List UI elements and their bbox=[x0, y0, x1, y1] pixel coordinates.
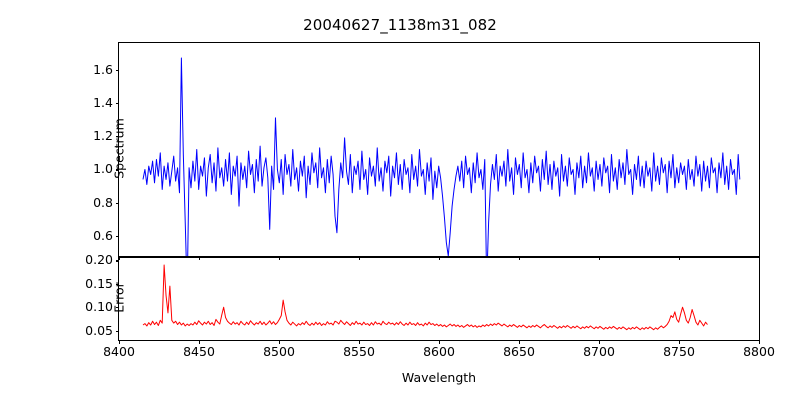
error-axes: Error 0.05 0.10 0.15 0.20 8400 8450 8500 8550 86… bbox=[85, 254, 775, 358]
y-tick-mark bbox=[115, 283, 119, 285]
y-tick-label: 1.6 bbox=[93, 61, 113, 77]
y-tick-mark bbox=[115, 169, 119, 171]
x-tick-label: 8650 bbox=[503, 344, 535, 359]
spectrum-axes: Spectrum 0.6 0.8 1.0 1.2 1.4 1.6 bbox=[93, 42, 761, 260]
page-title: 20040627_1138m31_082 bbox=[303, 16, 497, 34]
error-line-plot bbox=[119, 258, 759, 340]
x-tick-mark bbox=[359, 340, 361, 344]
x-axis-label: Wavelength bbox=[401, 370, 477, 385]
series-line-spectrum bbox=[143, 58, 740, 256]
x-tick-label: 8750 bbox=[663, 344, 695, 359]
x-tick-label: 8400 bbox=[103, 344, 135, 359]
x-tick-mark bbox=[279, 340, 281, 344]
y-tick-label: 0.05 bbox=[85, 322, 113, 338]
y-tick-label: 0.6 bbox=[93, 227, 113, 243]
y-tick-label: 1.0 bbox=[93, 161, 113, 177]
y-tick-mark bbox=[115, 307, 119, 309]
spectrum-axis-label: Spectrum bbox=[111, 117, 127, 179]
x-tick-label: 8550 bbox=[343, 344, 375, 359]
y-tick-label: 0.15 bbox=[85, 275, 113, 291]
y-tick-label: 1.2 bbox=[93, 127, 113, 143]
x-tick-mark bbox=[199, 340, 201, 344]
x-tick-mark bbox=[759, 340, 761, 344]
x-tick-mark bbox=[679, 340, 681, 344]
y-tick-mark bbox=[115, 202, 119, 204]
y-tick-label: 1.4 bbox=[93, 94, 113, 110]
y-tick-mark bbox=[115, 136, 119, 138]
y-tick-mark bbox=[115, 330, 119, 332]
x-tick-mark bbox=[519, 340, 521, 344]
x-tick-label: 8600 bbox=[423, 344, 455, 359]
y-tick-mark bbox=[115, 260, 119, 262]
y-tick-label: 0.8 bbox=[93, 194, 113, 210]
y-tick-mark bbox=[115, 236, 119, 238]
x-tick-label: 8450 bbox=[183, 344, 215, 359]
x-tick-mark bbox=[599, 340, 601, 344]
y-tick-label: 0.20 bbox=[85, 252, 113, 268]
y-tick-label: 0.10 bbox=[85, 298, 113, 314]
y-tick-mark bbox=[115, 69, 119, 71]
x-tick-mark bbox=[119, 340, 121, 344]
x-tick-mark bbox=[439, 340, 441, 344]
x-tick-label: 8500 bbox=[263, 344, 295, 359]
series-line-error bbox=[143, 265, 707, 330]
x-tick-label: 8700 bbox=[583, 344, 615, 359]
spectrum-line-plot bbox=[119, 43, 759, 256]
y-tick-mark bbox=[115, 102, 119, 105]
x-tick-label: 8800 bbox=[743, 344, 775, 359]
